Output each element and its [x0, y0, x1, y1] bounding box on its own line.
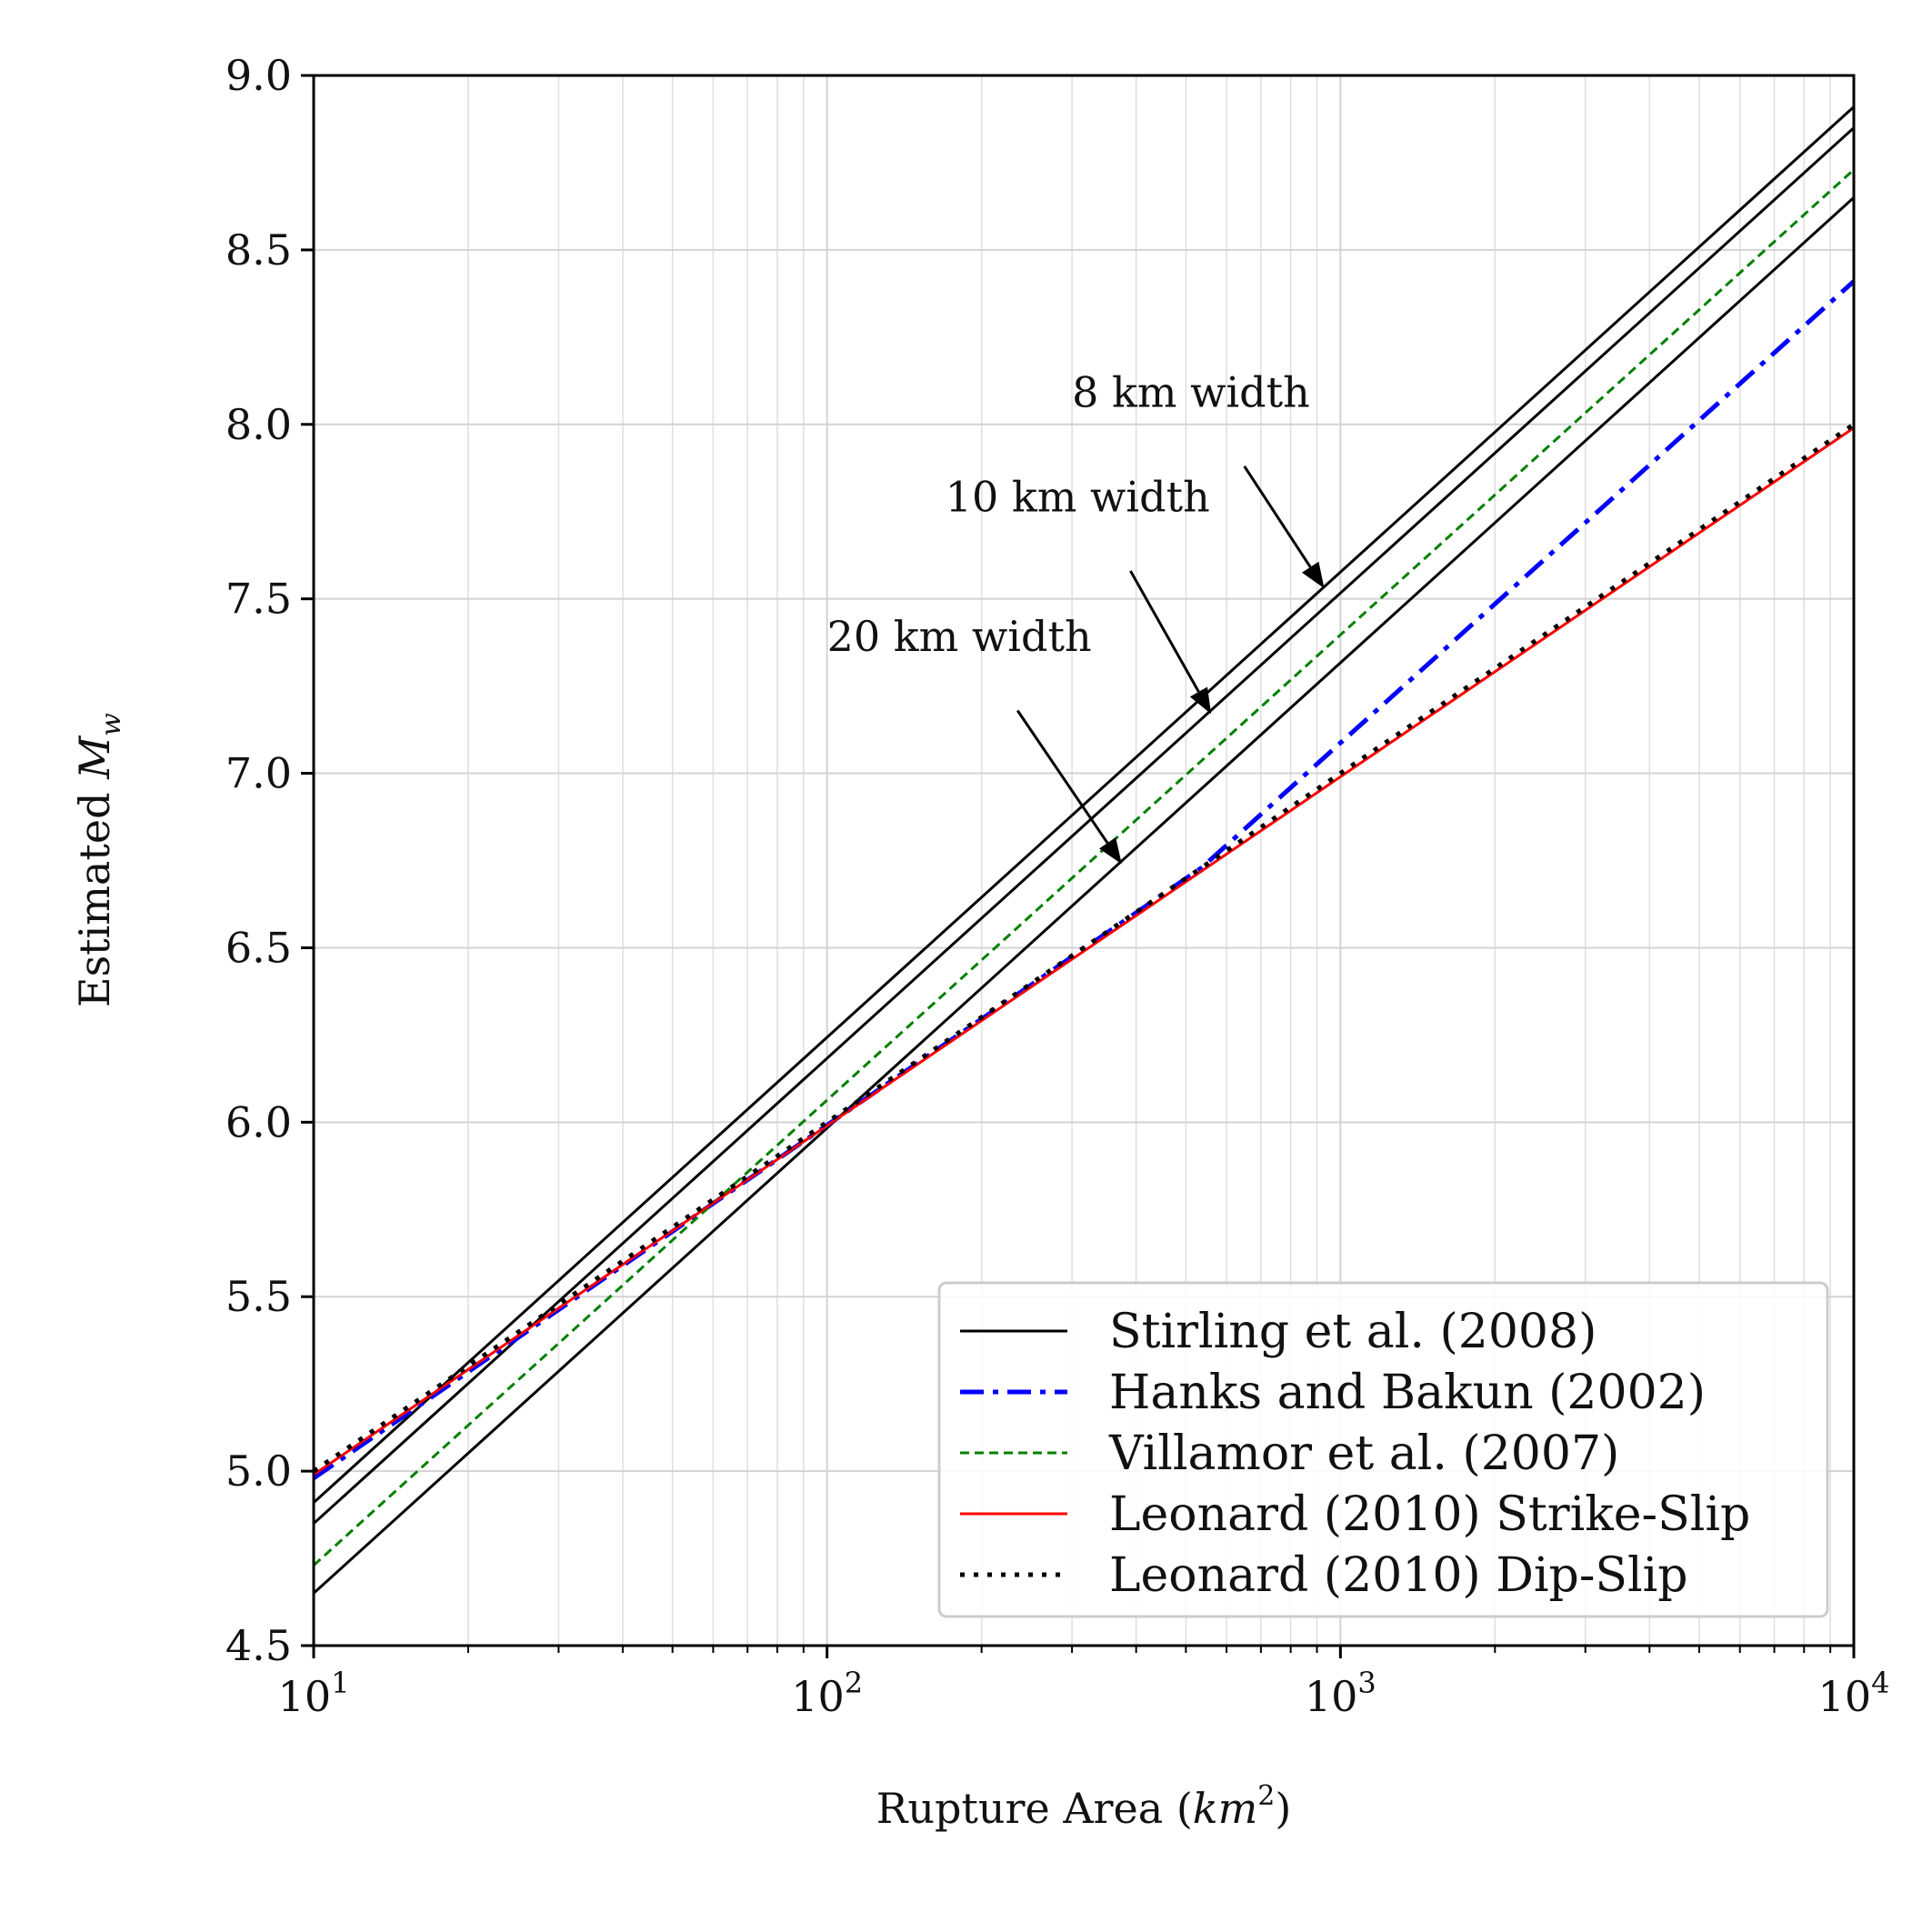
tick-labels: 101 102 103 104 4.5 5.0 5.5 6.0 6.5 7.0 7.5 8.0 8.5 9…: [225, 51, 1890, 1721]
y-tick-label: 5.5: [225, 1272, 292, 1321]
annotation-arrow-head: [1302, 561, 1325, 589]
annotation-arrow-line: [1243, 465, 1312, 568]
y-tick-label: 7.5: [225, 575, 292, 624]
plot-frame: [312, 74, 1856, 1647]
x-tick-label: 101: [278, 1666, 350, 1721]
series-line-0: [312, 105, 1856, 1504]
annotation-arrow-head: [1189, 686, 1212, 715]
legend-entry-label: Leonard (2010) Strike-Slip: [1109, 1487, 1750, 1542]
x-tick-label: 103: [1305, 1666, 1376, 1721]
series-line-2: [312, 196, 1856, 1595]
series-line-5: [313, 426, 1855, 1477]
x-tick-label: 104: [1818, 1666, 1890, 1721]
series-line-6: [312, 422, 1856, 1474]
legend-box: [937, 1281, 1829, 1618]
annotation-arrow-line: [1016, 709, 1109, 845]
series-line-3: [312, 279, 1856, 1480]
y-tick-label: 5.0: [225, 1446, 292, 1496]
y-tick-label: 7.0: [225, 749, 292, 798]
series-line-1: [312, 126, 1856, 1525]
annotation-label: 8 km width: [1072, 368, 1310, 417]
annotation-arrow-head: [1098, 836, 1122, 865]
legend-entry-label: Hanks and Bakun (2002): [1109, 1366, 1706, 1420]
series-line-4: [312, 168, 1856, 1567]
legend-entry-label: Leonard (2010) Dip-Slip: [1109, 1548, 1688, 1603]
y-tick-label: 9.0: [225, 51, 292, 100]
annotation-arrow-line: [1129, 570, 1200, 693]
x-tick-label: 102: [791, 1666, 863, 1721]
legend-entry-label: Villamor et al. (2007): [1108, 1426, 1619, 1481]
annotation-label: 10 km width: [946, 473, 1210, 522]
y-axis-label: Estimated Mw: [70, 713, 127, 1007]
y-tick-label: 6.5: [225, 923, 292, 972]
y-tick-label: 8.0: [225, 400, 292, 449]
y-tick-label: 6.0: [225, 1097, 292, 1146]
annotations: 8 km width 10 km width 20 km width: [827, 368, 1325, 865]
legend-entry-label: Stirling et al. (2008): [1109, 1305, 1597, 1359]
legend: Stirling et al. (2008) Hanks and Bakun (2…: [937, 1281, 1829, 1618]
annotation-label: 20 km width: [827, 612, 1092, 661]
y-tick-label: 4.5: [225, 1621, 292, 1670]
x-axis-label: Rupture Area (km2): [876, 1780, 1292, 1833]
y-tick-label: 8.5: [225, 225, 292, 275]
ticks: [301, 74, 1856, 1658]
series-layer: [312, 105, 1856, 1595]
